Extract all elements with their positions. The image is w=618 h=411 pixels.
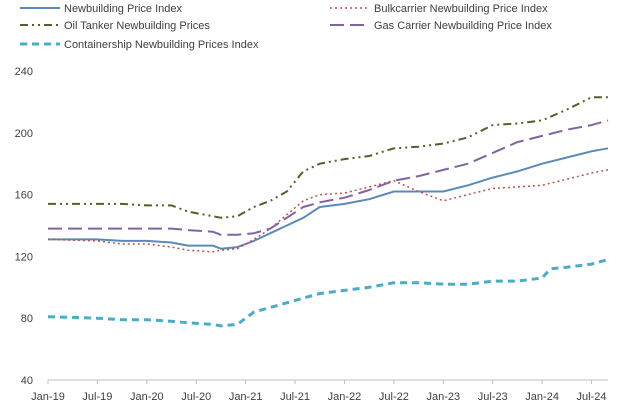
y-tick-label: 80 xyxy=(21,313,33,325)
x-tick-label: Jul-21 xyxy=(280,391,310,403)
x-tick-label: Jul-24 xyxy=(577,391,607,403)
x-tick-label: Jul-19 xyxy=(82,391,112,403)
series-line-1 xyxy=(48,147,609,250)
series-line-5 xyxy=(47,258,609,328)
x-tick-label: Jan-24 xyxy=(525,391,559,403)
series-line-4 xyxy=(48,119,609,236)
legend-label-3: Oil Tanker Newbuilding Prices xyxy=(64,20,210,32)
x-tick-label: Jan-19 xyxy=(31,391,65,403)
legend-label-5: Containership Newbuilding Prices Index xyxy=(64,39,259,51)
legend: Newbuilding Price Index Bulkcarrier Newbu… xyxy=(20,3,552,51)
series-line-2 xyxy=(47,169,609,253)
x-tick-label: Jul-20 xyxy=(181,391,211,403)
y-tick-label: 120 xyxy=(15,251,33,263)
y-tick-label: 160 xyxy=(15,190,33,202)
series-line-3 xyxy=(48,96,608,219)
x-tick-label: Jul-23 xyxy=(478,391,508,403)
x-tick-label: Jan-22 xyxy=(328,391,362,403)
x-tick-label: Jan-21 xyxy=(229,391,263,403)
y-tick-label: 240 xyxy=(15,66,33,78)
series-lines xyxy=(47,96,609,328)
y-tick-label: 40 xyxy=(21,375,33,387)
legend-label-4: Gas Carrier Newbuilding Price Index xyxy=(374,20,552,32)
x-tick-label: Jan-23 xyxy=(426,391,460,403)
x-tick-label: Jul-22 xyxy=(379,391,409,403)
legend-label-1: Newbuilding Price Index xyxy=(64,3,183,15)
legend-label-2: Bulkcarrier Newbuilding Price Index xyxy=(374,3,548,15)
x-tick-label: Jan-20 xyxy=(130,391,164,403)
y-tick-label: 200 xyxy=(15,128,33,140)
axes: 40 80 120 160 200 240 Jan-19 Jul-19 Jan-20 Jul-20… xyxy=(15,66,608,403)
